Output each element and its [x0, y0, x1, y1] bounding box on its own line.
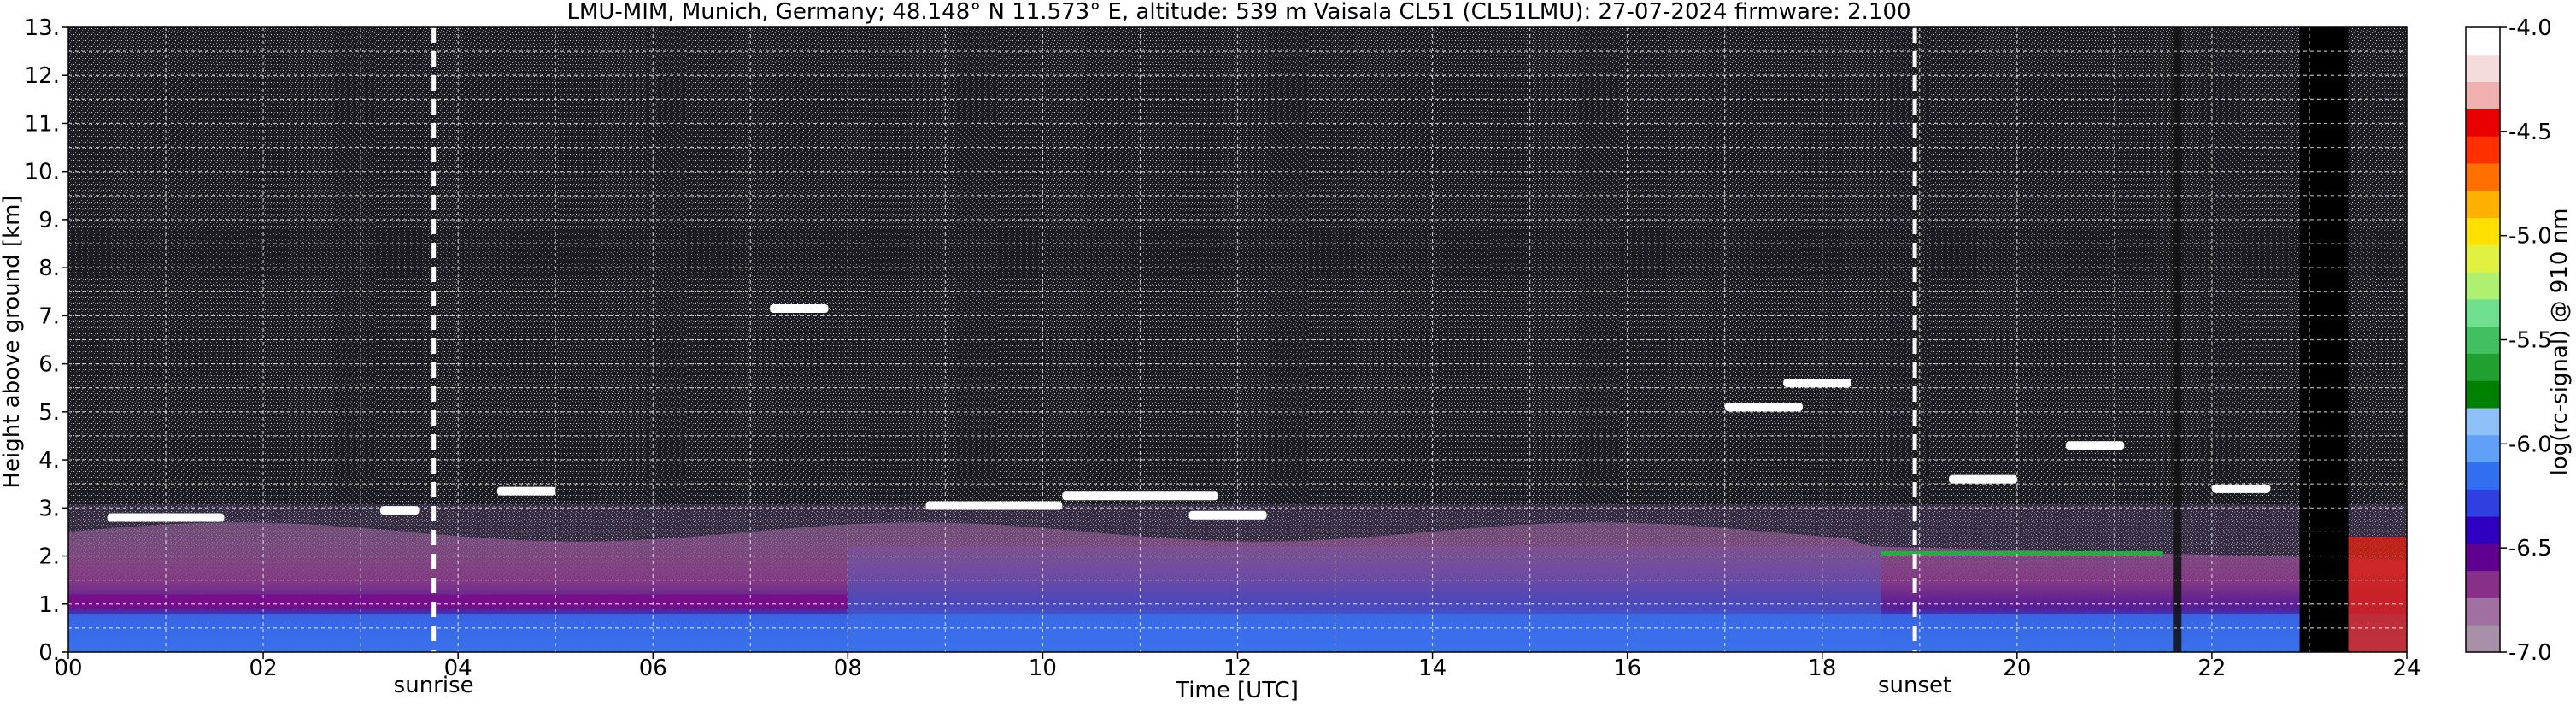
- x-tick-label: 10: [1029, 656, 1057, 681]
- x-tick-label: 22: [2198, 656, 2226, 681]
- x-tick-label: 24: [2392, 656, 2421, 681]
- chart-title: LMU-MIM, Munich, Germany; 48.148° N 11.5…: [566, 0, 1910, 25]
- y-tick-label: 1.: [38, 592, 60, 618]
- event-labels: sunrise sunset: [394, 673, 1952, 698]
- y-tick-label: 13.: [25, 15, 60, 41]
- colorbar-cell: [2466, 81, 2500, 109]
- colorbar-cell: [2466, 54, 2500, 83]
- colorbar-cell: [2466, 489, 2500, 517]
- colorbar-cell: [2466, 570, 2500, 598]
- y-axis-label: Height above ground [km]: [0, 195, 25, 488]
- x-tick-label: 16: [1613, 656, 1641, 681]
- x-tick-label: 06: [639, 656, 667, 681]
- y-tick-label: 2.: [38, 544, 60, 570]
- colorbar-cell: [2466, 597, 2500, 626]
- colorbar-cell: [2466, 136, 2500, 164]
- colorbar-cell: [2466, 434, 2500, 463]
- x-axis: 00 02 04 06 08 10 12 14 16 18 20 22 24: [54, 652, 2421, 681]
- cloud-echo: [379, 506, 420, 515]
- x-tick-label: 00: [54, 656, 82, 681]
- colorbar-cell: [2466, 272, 2500, 300]
- event-label-sunset: sunset: [1878, 673, 1951, 698]
- cloud-echo: [1724, 403, 1803, 412]
- cloud-echo: [107, 513, 225, 522]
- x-tick-label: 08: [834, 656, 862, 681]
- x-tick-label: 12: [1223, 656, 1252, 681]
- cloud-echo: [2065, 441, 2125, 450]
- rain-streak: [2173, 27, 2182, 652]
- colorbar-cell: [2466, 27, 2500, 56]
- y-tick-label: 9.: [38, 208, 60, 233]
- colorbar-cell: [2466, 353, 2500, 381]
- cloud-echo: [1949, 474, 2017, 484]
- event-label-sunrise: sunrise: [394, 673, 474, 698]
- y-tick-label: 7.: [38, 303, 60, 329]
- colorbar-cell: [2466, 380, 2500, 409]
- colorbar-cell: [2466, 244, 2500, 273]
- colorbar-cell: [2466, 109, 2500, 137]
- y-tick-label: 11.: [25, 111, 60, 137]
- colorbar-tick-label: -6.5: [2509, 536, 2552, 562]
- colorbar: -4.0 -4.5 -5.0 -5.5 -6.0 -6.5 -7.0 log(rc-sign…: [2465, 15, 2573, 666]
- colorbar-tick-label: -4.5: [2509, 120, 2552, 145]
- colorbar-cell: [2466, 407, 2500, 436]
- colorbar-cell: [2466, 516, 2500, 544]
- cloud-echo: [1062, 491, 1218, 501]
- colorbar-tick-label: -5.0: [2509, 224, 2552, 250]
- y-axis: 0. 1. 2. 3. 4. 5. 6. 7. 8. 9. 10. 11. 12. 13.: [25, 15, 68, 666]
- colorbar-cell: [2466, 326, 2500, 354]
- grid-lines: [67, 26, 2408, 653]
- x-axis-label: Time [UTC]: [1175, 678, 1299, 703]
- cloud-echo: [496, 486, 556, 496]
- cloud-echo: [925, 501, 1063, 510]
- colorbar-label: log(rc-signal) @ 910 nm: [2547, 209, 2573, 476]
- x-tick-label: 02: [249, 656, 278, 681]
- cloud-echo: [1783, 379, 1851, 388]
- x-tick-label: 20: [2003, 656, 2031, 681]
- colorbar-cell: [2466, 217, 2500, 245]
- colorbar-tick-label: -7.0: [2509, 640, 2552, 666]
- cloud-echo: [770, 303, 829, 313]
- y-tick-label: 10.: [25, 160, 60, 185]
- y-tick-label: 12.: [25, 63, 60, 89]
- colorbar-cell: [2466, 162, 2500, 191]
- colorbar-tick-label: -6.0: [2509, 432, 2552, 457]
- y-tick-label: 8.: [38, 256, 60, 281]
- event-lines: [431, 27, 1917, 652]
- y-tick-label: 6.: [38, 352, 60, 378]
- y-tick-label: 3.: [38, 496, 60, 521]
- x-tick-label: 14: [1418, 656, 1446, 681]
- colorbar-tick-label: -5.5: [2509, 328, 2552, 354]
- colorbar-cell: [2466, 543, 2500, 572]
- y-tick-label: 4.: [38, 448, 60, 474]
- colorbar-cell: [2466, 625, 2500, 653]
- colorbar-cell: [2466, 190, 2500, 218]
- y-tick-label: 0.: [38, 640, 60, 666]
- cloud-echo: [1188, 510, 1267, 520]
- x-tick-label: 04: [444, 656, 472, 681]
- y-tick-label: 5.: [38, 400, 60, 426]
- x-tick-label: 18: [1808, 656, 1836, 681]
- colorbar-cell: [2466, 298, 2500, 327]
- surface-layer: [68, 614, 2407, 652]
- precipitation-echo: [2348, 537, 2407, 652]
- colorbar-tick-label: -4.0: [2509, 15, 2552, 41]
- stable-layer-top: [1881, 550, 2163, 556]
- colorbar-cell: [2466, 462, 2500, 490]
- cloud-echo: [2211, 484, 2271, 493]
